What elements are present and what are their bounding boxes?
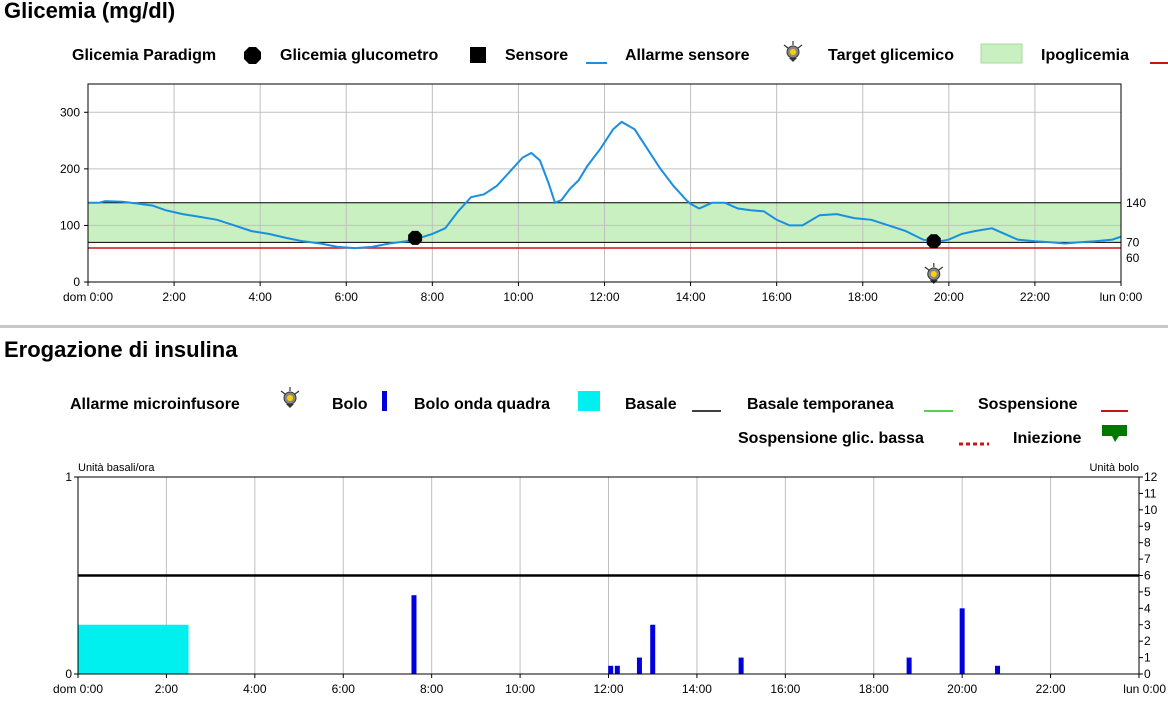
glucose-y-tick-label: 100 — [60, 218, 80, 232]
bolus-bar — [906, 657, 912, 674]
insulin-x-tick-label: 6:00 — [332, 682, 356, 696]
insulin-right-tick-label: 7 — [1144, 552, 1151, 566]
bolus-bar — [614, 665, 620, 674]
legend-basal-label: Basale — [625, 396, 677, 413]
paradigm-glucose-point — [926, 234, 941, 249]
legend-pump-alarm-icon — [280, 386, 300, 409]
insulin-right-tick-label: 3 — [1144, 618, 1151, 632]
insulin-x-tick-label: dom 0:00 — [53, 682, 103, 696]
bolus-bar — [738, 657, 744, 674]
legend-target-icon — [980, 43, 1023, 64]
insulin-right-tick-label: 8 — [1144, 536, 1151, 550]
insulin-x-tick-label: 20:00 — [947, 682, 977, 696]
bolus-bar — [608, 665, 614, 674]
legend-hypo-label: Ipoglicemia — [1041, 47, 1130, 64]
insulin-x-tick-label: 16:00 — [770, 682, 800, 696]
insulin-x-tick-label: 4:00 — [243, 682, 267, 696]
insulin-chart: Unità basali/ora Unità bolo01012345678910… — [53, 462, 1166, 696]
glucose-right-tick-label: 70 — [1126, 235, 1140, 249]
glucose-x-tick-label: 12:00 — [589, 290, 619, 304]
glucose-x-tick-label: 22:00 — [1020, 290, 1050, 304]
legend-low-suspend-label: Sospensione glic. bassa — [738, 430, 924, 447]
insulin-x-tick-label: lun 0:00 — [1123, 682, 1166, 696]
glucose-x-tick-label: 20:00 — [934, 290, 964, 304]
section-divider — [0, 325, 1168, 328]
glucose-x-tick-label: 14:00 — [676, 290, 706, 304]
insulin-right-axis-label: Unità bolo — [1089, 462, 1139, 474]
insulin-left-tick-label: 0 — [65, 667, 72, 681]
glucose-x-tick-label: dom 0:00 — [63, 290, 113, 304]
legend-sensor-alarm-label: Allarme sensore — [625, 47, 750, 64]
insulin-x-tick-label: 14:00 — [682, 682, 712, 696]
legend-square-bolus-icon — [578, 391, 600, 411]
insulin-right-tick-label: 9 — [1144, 519, 1151, 533]
bolus-bar — [636, 657, 642, 674]
legend-sensor-label: Sensore — [505, 47, 569, 64]
legend-meter-label: Glicemia glucometro — [280, 47, 439, 64]
glucose-x-tick-label: 6:00 — [335, 290, 359, 304]
insulin-right-tick-label: 5 — [1144, 585, 1151, 599]
glucose-chart: 0 100 200 300 140 70 60 dom 0:00 2:00 4:00 6:00 8:0… — [60, 83, 1146, 304]
legend-target-label: Target glicemico — [828, 47, 954, 64]
paradigm-glucose-point — [408, 230, 423, 245]
legend-injection-label: Iniezione — [1013, 430, 1082, 447]
bolus-bar — [959, 608, 965, 674]
glucose-right-tick-label: 140 — [1126, 196, 1146, 210]
glucose-right-tick-label: 60 — [1126, 251, 1140, 265]
insulin-right-tick-label: 1 — [1144, 651, 1151, 665]
legend-pump-alarm-label: Allarme microinfusore — [70, 396, 240, 413]
bolus-bar — [650, 624, 656, 674]
glucose-y-tick-label: 200 — [60, 162, 80, 176]
glucose-y-tick-label: 0 — [73, 275, 80, 289]
insulin-right-tick-label: 6 — [1144, 569, 1151, 583]
legend-paradigm-label: Glicemia Paradigm — [72, 47, 217, 64]
insulin-left-tick-label: 1 — [65, 470, 72, 484]
insulin-x-tick-label: 10:00 — [505, 682, 535, 696]
legend-suspend-label: Sospensione — [978, 396, 1078, 413]
glucose-x-tick-label: 4:00 — [248, 290, 272, 304]
insulin-right-tick-label: 12 — [1144, 470, 1158, 484]
square-bolus-bar — [78, 624, 189, 674]
insulin-right-tick-label: 4 — [1144, 601, 1151, 615]
legend-meter-icon — [470, 47, 486, 63]
glucose-y-tick-label: 300 — [60, 105, 80, 119]
legend-square-bolus-label: Bolo onda quadra — [414, 396, 550, 413]
insulin-left-axis-label: Unità basali/ora — [78, 462, 155, 474]
insulin-x-tick-label: 18:00 — [859, 682, 889, 696]
glucose-x-tick-label: 8:00 — [421, 290, 445, 304]
insulin-x-tick-label: 8:00 — [420, 682, 444, 696]
glucose-x-tick-label: 10:00 — [503, 290, 533, 304]
bolus-bar — [411, 595, 417, 674]
insulin-right-tick-label: 2 — [1144, 634, 1151, 648]
legend-bolus-icon — [382, 391, 387, 411]
insulin-right-tick-label: 11 — [1144, 486, 1157, 500]
insulin-section-title: Erogazione di insulina — [4, 337, 238, 362]
legend-injection-icon — [1102, 425, 1127, 442]
glucose-section-title: Glicemia (mg/dl) — [4, 0, 176, 23]
legend-paradigm-icon — [244, 47, 261, 64]
glucose-x-tick-label: 16:00 — [762, 290, 792, 304]
glucose-x-tick-label: 18:00 — [848, 290, 878, 304]
legend-temp-basal-label: Basale temporanea — [747, 396, 894, 413]
insulin-right-tick-label: 10 — [1144, 503, 1158, 517]
insulin-x-tick-label: 12:00 — [593, 682, 623, 696]
legend-sensor-alarm-icon — [783, 40, 803, 63]
glucose-x-tick-label: 2:00 — [162, 290, 186, 304]
insulin-x-tick-label: 22:00 — [1036, 682, 1066, 696]
legend-bolus-label: Bolo — [332, 396, 368, 413]
bolus-bar — [995, 665, 1001, 674]
insulin-right-tick-label: 0 — [1144, 667, 1151, 681]
insulin-x-tick-label: 2:00 — [155, 682, 179, 696]
glucose-x-tick-label: lun 0:00 — [1100, 290, 1143, 304]
